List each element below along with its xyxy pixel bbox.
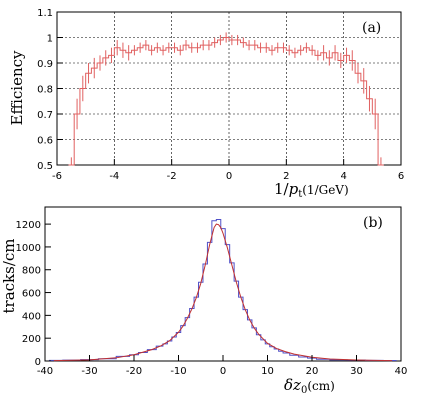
panel-b-ticks: -40 -30 -20 -10 0 10 20 30 400200400600800100012… — [16, 220, 408, 377]
b-xtick-label: -10 — [170, 366, 186, 377]
b-ytick-label: 400 — [22, 311, 41, 322]
a-ytick-label: 0.9 — [37, 59, 53, 70]
panel-a-xlabel: 1/pt(1/GeV) — [274, 180, 349, 200]
panel-b: -40 -30 -20 -10 0 10 20 30 400200400600800100012… — [0, 206, 408, 396]
b-ytick-label: 1000 — [16, 243, 41, 254]
b-ytick-label: 800 — [22, 266, 41, 277]
panel-a-ticks: -6 -4 -2 0 2 4 6 0.5 0.6 0.7 0.8 0.9 1 1.1 — [37, 8, 404, 182]
a-efficiency-step — [68, 37, 384, 166]
panel-b-ylabel: tracks/cm — [0, 238, 18, 313]
a-xtick-label: -2 — [167, 171, 177, 182]
b-ytick-label: 1200 — [16, 220, 41, 231]
a-ytick-label: 0.5 — [37, 161, 53, 172]
panel-a-grid — [57, 12, 401, 165]
a-xtick-label: 6 — [398, 171, 404, 182]
panel-b-frame — [44, 206, 402, 362]
panel-a-xlabel-unit: (1/GeV) — [302, 183, 348, 197]
a-ytick-label: 0.6 — [37, 136, 53, 147]
b-xtick-label: 20 — [306, 366, 319, 377]
a-xtick-label: -6 — [52, 171, 62, 182]
a-ytick-label: 0.7 — [37, 110, 53, 121]
panel-a-series — [68, 32, 384, 166]
b-xtick-label: 40 — [395, 366, 408, 377]
a-ytick-label: 0.8 — [37, 85, 53, 96]
panel-a: -6 -4 -2 0 2 4 6 0.5 0.6 0.7 0.8 0.9 1 1.1 (a) Effici… — [8, 8, 404, 200]
b-ytick-label: 200 — [22, 334, 41, 345]
panel-a-xlabel-var: p — [289, 180, 299, 198]
a-xtick-label: 2 — [283, 171, 289, 182]
b-ytick-label: 600 — [22, 289, 41, 300]
panel-a-xlabel-sub: t — [298, 189, 302, 200]
panel-b-xlabel: δz0(cm) — [284, 376, 335, 396]
b-xtick-label: 10 — [261, 366, 274, 377]
panel-b-label: (b) — [363, 215, 383, 231]
panel-b-xlabel-unit: (cm) — [307, 379, 334, 393]
panel-a-label: (a) — [362, 20, 381, 36]
b-fit-curve — [53, 223, 393, 362]
b-xtick-label: 0 — [220, 366, 226, 377]
b-xtick-label: -20 — [126, 366, 142, 377]
b-ytick-label: 0 — [35, 357, 41, 368]
a-xtick-label: -4 — [109, 171, 119, 182]
b-xtick-label: -30 — [81, 366, 97, 377]
b-xtick-label: -40 — [37, 366, 53, 377]
panel-b-xlabel-sub: 0 — [301, 385, 307, 396]
b-xtick-label: 30 — [350, 366, 363, 377]
a-ytick-label: 1 — [47, 34, 53, 45]
panel-b-xlabel-var: z — [292, 376, 301, 394]
a-xtick-label: 4 — [340, 171, 346, 182]
a-xtick-label: 0 — [226, 171, 232, 182]
a-ytick-label: 1.1 — [37, 8, 53, 19]
panel-a-xlabel-prefix: 1/ — [274, 180, 290, 198]
panel-b-xlabel-delta: δ — [284, 376, 293, 394]
panel-b-fit — [53, 223, 393, 362]
panel-a-ylabel: Efficiency — [8, 50, 26, 126]
